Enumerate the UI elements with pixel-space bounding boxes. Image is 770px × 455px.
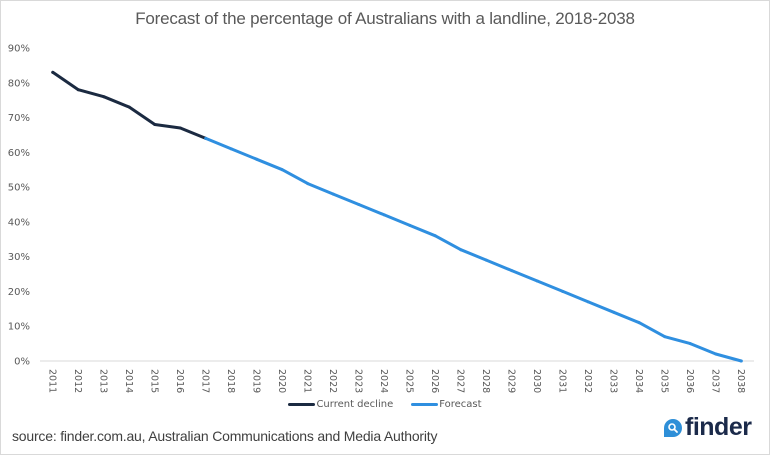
data-point: [357, 203, 361, 206]
y-tick-label: 0%: [14, 357, 30, 368]
legend-item-current-decline: Current decline: [288, 399, 393, 410]
x-tick-label: 2012: [72, 369, 83, 393]
data-point: [714, 352, 718, 356]
x-tick-label: 2027: [454, 369, 465, 393]
data-point: [433, 234, 437, 238]
x-tick-label: 2037: [709, 369, 720, 393]
x-tick-label: 2030: [531, 369, 542, 393]
data-point: [255, 157, 259, 161]
data-point: [484, 258, 488, 262]
x-tick-label: 2018: [225, 369, 236, 393]
data-point: [612, 310, 616, 314]
y-tick-label: 10%: [8, 322, 30, 333]
data-point: [535, 279, 539, 283]
x-tick-label: 2014: [123, 369, 134, 393]
data-point: [663, 335, 667, 339]
legend: Current decline Forecast: [0, 399, 770, 410]
data-point: [280, 168, 284, 172]
data-point: [102, 95, 106, 99]
y-tick-label: 80%: [8, 78, 30, 89]
x-tick-label: 2025: [403, 369, 414, 393]
x-tick-label: 2038: [735, 369, 746, 393]
data-point: [637, 321, 641, 325]
data-point: [331, 192, 335, 196]
y-tick-label: 50%: [8, 183, 30, 194]
x-tick-label: 2036: [684, 369, 695, 393]
data-point: [510, 269, 514, 273]
legend-item-forecast: Forecast: [411, 399, 482, 410]
x-tick-label: 2020: [276, 369, 287, 393]
x-tick-label: 2022: [327, 369, 338, 393]
y-tick-label: 20%: [8, 287, 30, 298]
y-tick-label: 70%: [8, 113, 30, 124]
chart-title: Forecast of the percentage of Australian…: [135, 9, 635, 28]
y-axis: 0% 10% 20% 30% 40% 50% 60% 70% 80% 90%: [8, 44, 30, 368]
x-tick-label: 2019: [250, 369, 261, 393]
finder-logo: finder: [664, 413, 752, 442]
y-tick-label: 40%: [8, 217, 30, 228]
x-tick-label: 2033: [607, 369, 618, 393]
x-tick-label: 2017: [199, 369, 210, 393]
x-tick-label: 2015: [148, 369, 159, 393]
data-point: [459, 248, 463, 252]
data-point: [306, 182, 310, 186]
x-tick-label: 2028: [480, 369, 491, 393]
data-point: [204, 136, 208, 140]
data-point: [229, 147, 233, 151]
x-tick-label: 2026: [429, 369, 440, 393]
data-point: [382, 213, 386, 217]
x-tick-label: 2023: [352, 369, 363, 393]
logo-wordmark: finder: [685, 413, 752, 441]
data-point: [178, 126, 182, 130]
x-tick-label: 2031: [556, 369, 567, 393]
search-magnifier-icon: [664, 418, 682, 437]
x-tick-label: 2035: [658, 369, 669, 393]
y-tick-label: 30%: [8, 252, 30, 263]
legend-label-forecast: Forecast: [439, 399, 482, 410]
x-tick-label: 2034: [633, 369, 644, 393]
x-tick-label: 2021: [301, 369, 312, 393]
x-tick-label: 2029: [505, 369, 516, 393]
y-tick-label: 90%: [8, 44, 30, 55]
data-point: [739, 359, 743, 363]
source-caption: source: finder.com.au, Australian Commun…: [12, 428, 438, 444]
x-tick-label: 2016: [174, 369, 185, 393]
x-axis: 2011 2012 2013 2014 2015 2016 2017 2018 2019 2020…: [46, 369, 746, 393]
x-tick-label: 2032: [582, 369, 593, 393]
data-point: [127, 105, 131, 109]
legend-label-current-decline: Current decline: [316, 399, 394, 410]
x-tick-label: 2011: [46, 369, 57, 393]
data-point: [561, 289, 565, 293]
data-point: [76, 88, 80, 92]
x-tick-label: 2013: [97, 369, 108, 393]
series-lines: [51, 70, 743, 363]
data-point: [51, 70, 55, 74]
data-point: [153, 123, 157, 127]
series-line-forecast: [204, 136, 743, 363]
data-point: [586, 300, 590, 304]
data-point: [688, 342, 692, 346]
data-point: [408, 223, 412, 227]
legend-swatch-current-decline: [288, 403, 316, 406]
y-tick-label: 60%: [8, 148, 30, 159]
x-tick-label: 2024: [378, 369, 389, 393]
legend-swatch-forecast: [411, 403, 439, 406]
series-line-current-decline: [51, 70, 208, 140]
